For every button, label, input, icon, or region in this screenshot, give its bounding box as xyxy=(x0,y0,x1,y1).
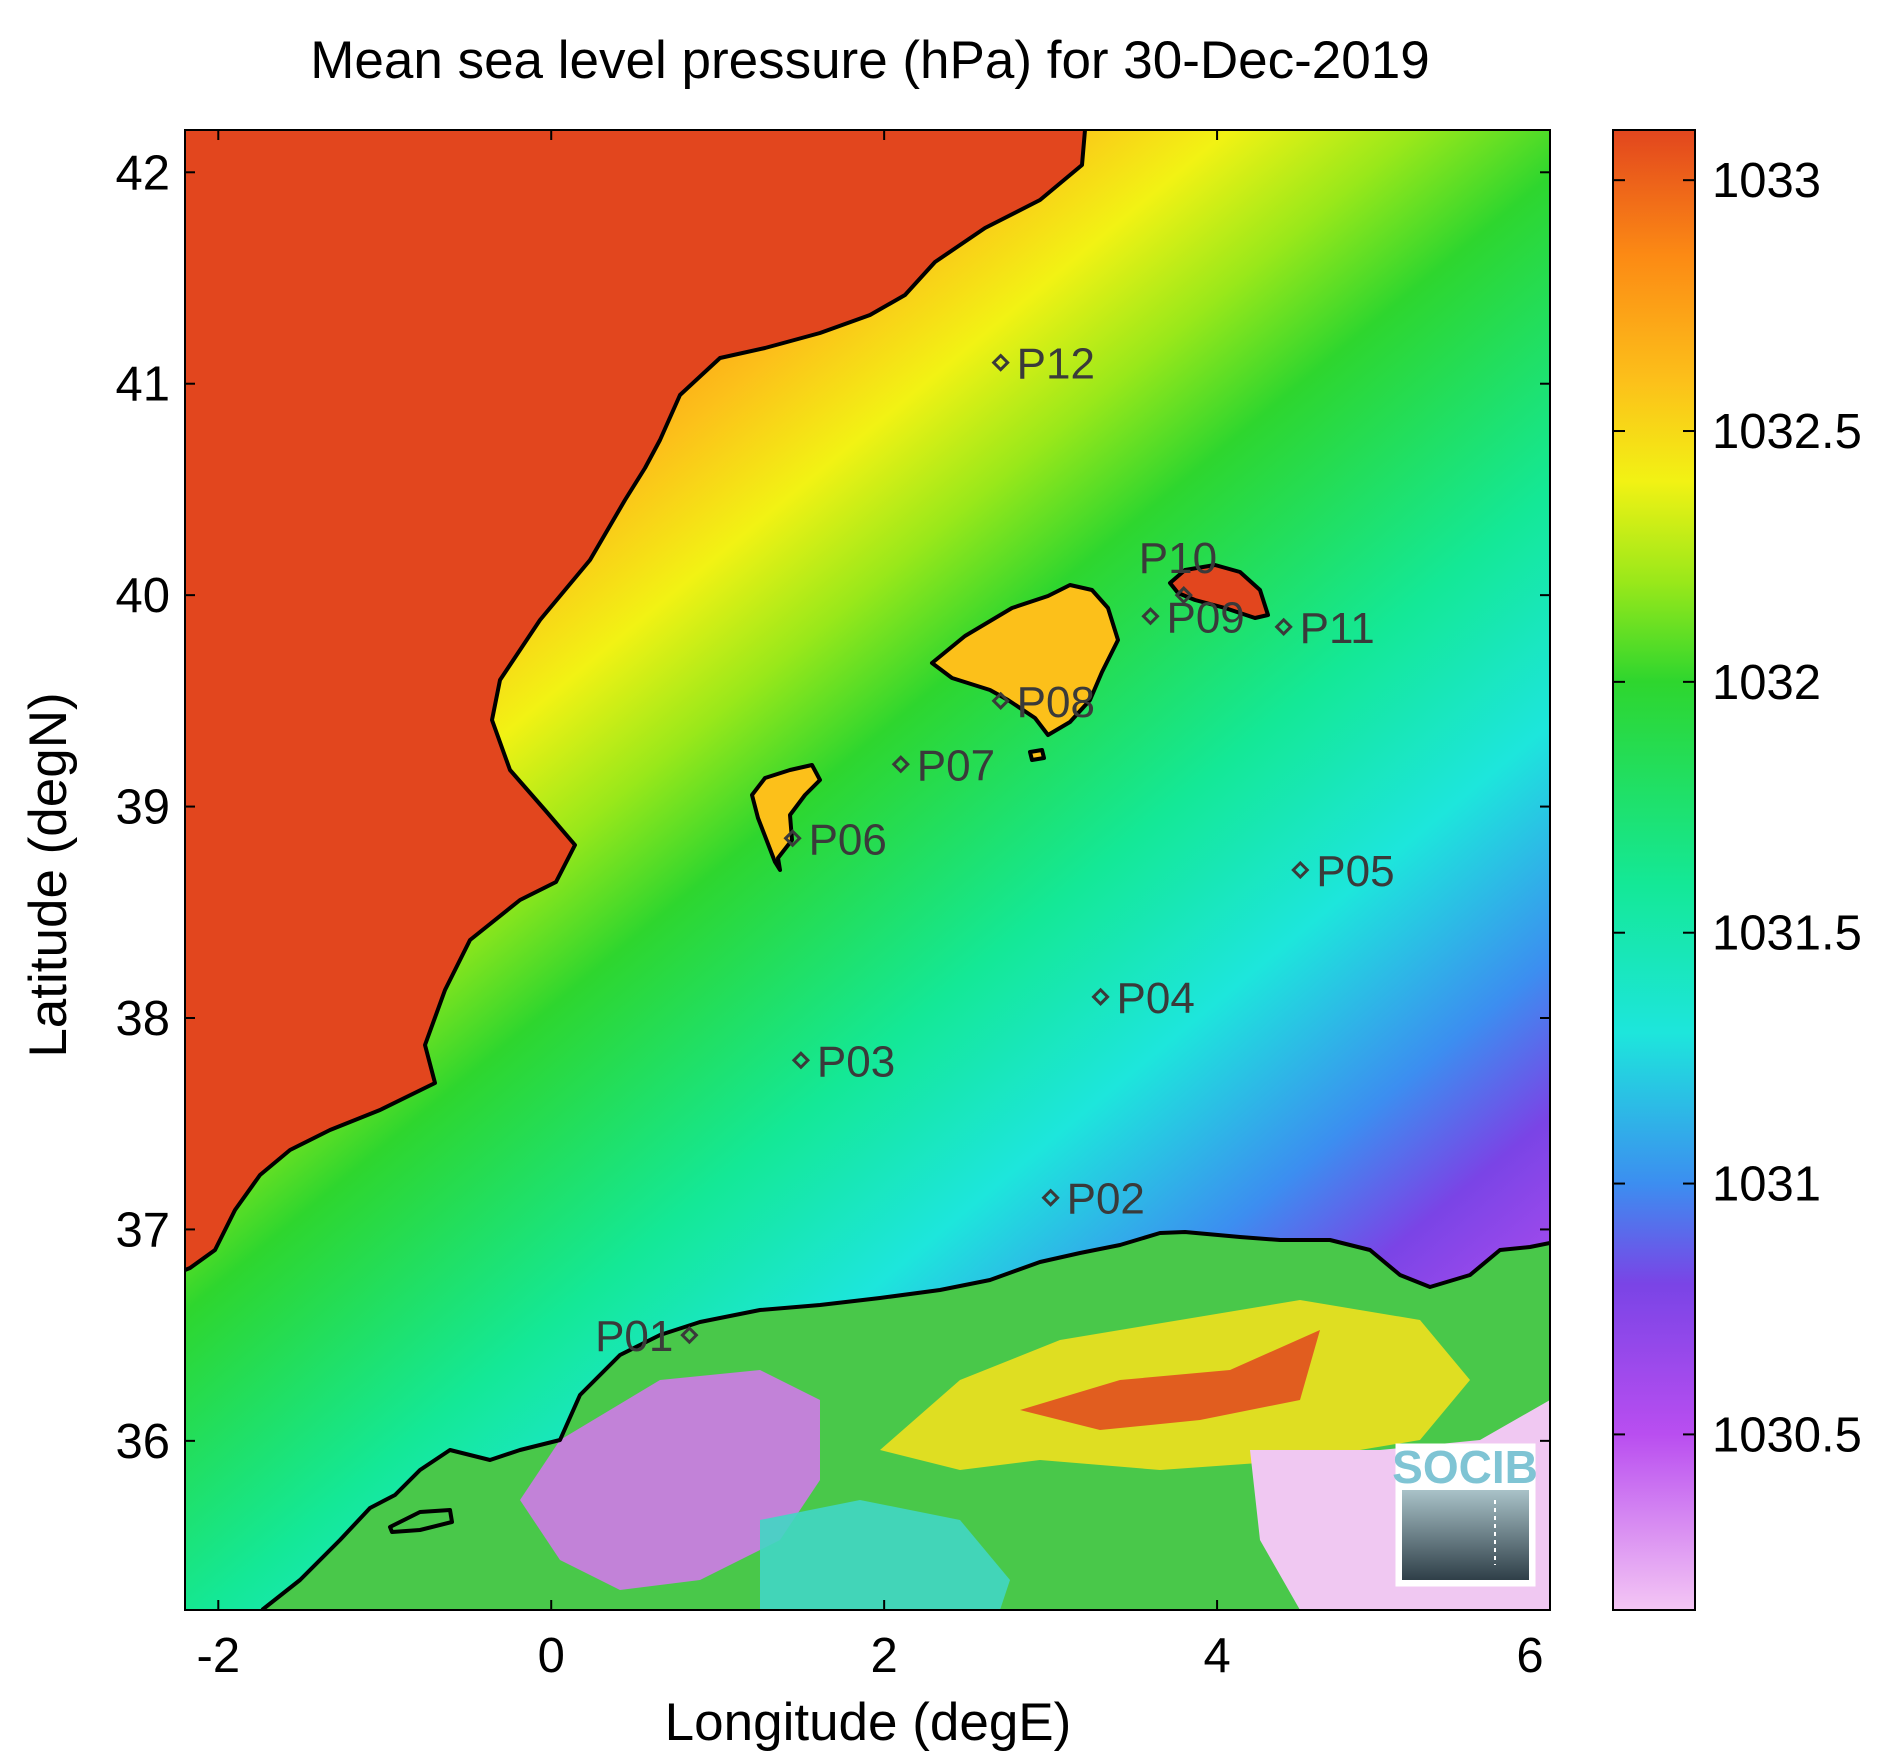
y-tick-label: 38 xyxy=(115,992,170,1046)
y-tick-label: 39 xyxy=(115,781,170,835)
colorbar-tick-label: 1032 xyxy=(1712,656,1821,710)
map-axis-ticks: -2 0 2 4 6 36 37 38 39 40 41 42 xyxy=(115,130,1551,1683)
station-label: P08 xyxy=(1017,678,1095,727)
africa-low-patch-west xyxy=(520,1370,820,1590)
map-area: P01 P02 P03 P04 P05 P06 P07 P08 P09 P10 P11 P12 SOC… xyxy=(185,130,1550,1610)
station-label: P12 xyxy=(1017,340,1095,389)
station-marker xyxy=(1174,586,1193,605)
colorbar-tick-label: 1030.5 xyxy=(1712,1408,1862,1462)
plot-title: Mean sea level pressure (hPa) for 30-Dec… xyxy=(310,31,1429,90)
station-label: P11 xyxy=(1300,604,1375,653)
colorbar-tick-label: 1031 xyxy=(1712,1158,1821,1212)
station-p09: P09 xyxy=(1141,593,1245,642)
station-p10: P10 xyxy=(1139,534,1217,605)
station-marker xyxy=(991,691,1010,710)
station-label: P10 xyxy=(1139,534,1217,583)
y-tick-label: 41 xyxy=(115,358,170,412)
colorbar-ticks: 1030.5 1031 1031.5 1032 1032.5 1033 xyxy=(1613,154,1862,1462)
station-marker xyxy=(1041,1188,1060,1207)
station-label: P01 xyxy=(595,1312,673,1361)
y-tick-label: 42 xyxy=(115,146,170,200)
colorbar: 1030.5 1031 1031.5 1032 1032.5 1033 xyxy=(1612,129,1862,1611)
x-tick-label: -2 xyxy=(197,1629,241,1683)
y-tick-label: 40 xyxy=(115,569,170,623)
station-label: P02 xyxy=(1067,1175,1145,1224)
station-markers: P01 P02 P03 P04 P05 P06 P07 P08 P09 P10 P11 P12 xyxy=(595,340,1395,1362)
station-marker xyxy=(1274,617,1293,636)
station-p06: P06 xyxy=(783,815,887,864)
station-marker xyxy=(1091,987,1110,1006)
y-tick-label: 36 xyxy=(115,1415,170,1469)
x-tick-label: 6 xyxy=(1516,1629,1543,1683)
station-p02: P02 xyxy=(1041,1175,1145,1224)
station-marker xyxy=(783,829,802,848)
station-marker xyxy=(891,755,910,774)
map-frame xyxy=(184,129,1551,1611)
station-p08: P08 xyxy=(991,678,1095,727)
station-p11: P11 xyxy=(1274,604,1375,653)
station-marker xyxy=(791,1051,811,1070)
africa-low-patch-center xyxy=(760,1500,1010,1610)
station-marker xyxy=(991,353,1010,372)
station-p04: P04 xyxy=(1091,974,1195,1023)
station-marker xyxy=(1291,860,1310,880)
station-marker xyxy=(1141,607,1160,626)
y-tick-label: 37 xyxy=(115,1203,170,1257)
station-label: P07 xyxy=(917,741,995,790)
africa-max-patch xyxy=(1020,1330,1320,1430)
station-marker xyxy=(680,1326,699,1345)
station-p12: P12 xyxy=(991,340,1095,389)
station-label: P06 xyxy=(809,815,887,864)
y-axis-title: Latitude (degN) xyxy=(19,692,78,1057)
station-label: P09 xyxy=(1166,593,1244,642)
socib-logo: SOCIB xyxy=(1392,1441,1538,1587)
x-tick-label: 0 xyxy=(538,1629,565,1683)
colorbar-tick-label: 1033 xyxy=(1712,154,1821,208)
colorbar-ramp xyxy=(1612,129,1696,1611)
x-axis-title: Longitude (degE) xyxy=(665,1693,1072,1752)
colorbar-tick-label: 1032.5 xyxy=(1712,405,1862,459)
station-label: P03 xyxy=(817,1037,895,1086)
x-tick-label: 2 xyxy=(871,1629,898,1683)
station-p01: P01 xyxy=(595,1312,699,1361)
iberia-land xyxy=(185,130,1085,1270)
colorbar-tick-label: 1031.5 xyxy=(1712,907,1862,961)
menorca-island xyxy=(1170,565,1268,618)
mallorca-island xyxy=(932,585,1118,735)
station-label: P05 xyxy=(1316,847,1394,896)
station-label: P04 xyxy=(1117,974,1195,1023)
station-p05: P05 xyxy=(1291,847,1395,896)
socib-logo-text: SOCIB xyxy=(1392,1441,1538,1493)
x-tick-label: 4 xyxy=(1203,1629,1230,1683)
station-p03: P03 xyxy=(791,1037,895,1086)
station-p07: P07 xyxy=(891,741,995,790)
